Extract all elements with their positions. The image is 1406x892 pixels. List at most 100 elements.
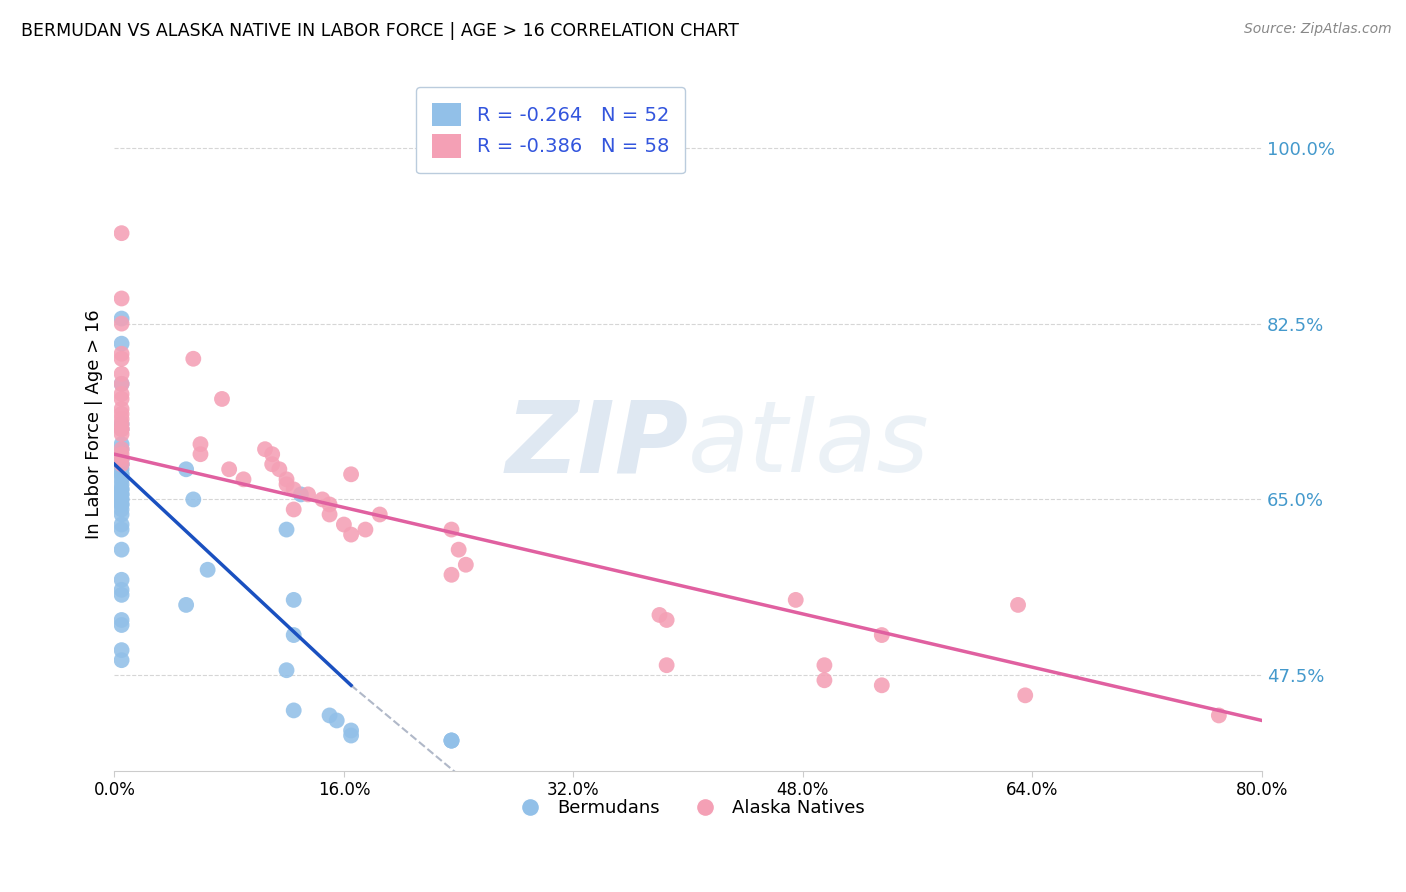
Point	[110, 367, 132, 381]
Point	[333, 517, 356, 532]
Point	[440, 567, 463, 582]
Point	[110, 483, 132, 497]
Point	[340, 729, 363, 743]
Point	[1007, 598, 1029, 612]
Point	[1208, 708, 1230, 723]
Point	[110, 477, 132, 491]
Point	[110, 573, 132, 587]
Point	[110, 643, 132, 657]
Point	[110, 618, 132, 632]
Point	[110, 492, 132, 507]
Point	[440, 733, 463, 747]
Point	[110, 412, 132, 426]
Point	[340, 527, 363, 541]
Point	[110, 422, 132, 436]
Point	[648, 607, 671, 622]
Point	[655, 613, 678, 627]
Point	[311, 492, 333, 507]
Point	[110, 376, 132, 391]
Point	[110, 467, 132, 482]
Point	[110, 417, 132, 431]
Point	[110, 508, 132, 522]
Point	[110, 427, 132, 442]
Point	[110, 523, 132, 537]
Point	[110, 492, 132, 507]
Point	[785, 593, 807, 607]
Point	[181, 351, 204, 366]
Point	[290, 487, 312, 501]
Point	[110, 317, 132, 331]
Point	[440, 733, 463, 747]
Point	[283, 628, 305, 642]
Point	[110, 653, 132, 667]
Point	[276, 523, 298, 537]
Point	[110, 387, 132, 401]
Point	[1014, 689, 1036, 703]
Point	[110, 402, 132, 417]
Point	[110, 472, 132, 486]
Point	[174, 462, 197, 476]
Point	[110, 502, 132, 516]
Point	[197, 563, 219, 577]
Point	[110, 336, 132, 351]
Point	[190, 447, 212, 461]
Point	[276, 472, 298, 486]
Point	[110, 462, 132, 476]
Point	[110, 422, 132, 436]
Point	[813, 673, 835, 688]
Point	[870, 678, 893, 692]
Point	[110, 457, 132, 471]
Point	[262, 447, 284, 461]
Point	[110, 311, 132, 326]
Point	[276, 477, 298, 491]
Point	[297, 487, 319, 501]
Point	[110, 582, 132, 597]
Point	[110, 457, 132, 471]
Point	[318, 498, 340, 512]
Point	[110, 483, 132, 497]
Point	[110, 392, 132, 406]
Y-axis label: In Labor Force | Age > 16: In Labor Force | Age > 16	[86, 310, 103, 539]
Point	[110, 347, 132, 361]
Point	[110, 487, 132, 501]
Point	[283, 502, 305, 516]
Point	[110, 542, 132, 557]
Point	[655, 658, 678, 673]
Point	[276, 663, 298, 677]
Point	[269, 462, 291, 476]
Point	[181, 492, 204, 507]
Point	[110, 452, 132, 467]
Point	[110, 498, 132, 512]
Point	[110, 292, 132, 306]
Point	[232, 472, 254, 486]
Point	[211, 392, 233, 406]
Point	[110, 452, 132, 467]
Point	[110, 422, 132, 436]
Point	[110, 442, 132, 457]
Text: Source: ZipAtlas.com: Source: ZipAtlas.com	[1244, 22, 1392, 37]
Point	[447, 542, 470, 557]
Text: atlas: atlas	[688, 396, 929, 493]
Point	[368, 508, 391, 522]
Point	[110, 588, 132, 602]
Point	[110, 447, 132, 461]
Point	[318, 708, 340, 723]
Point	[110, 407, 132, 421]
Point	[813, 658, 835, 673]
Point	[174, 598, 197, 612]
Point	[340, 467, 363, 482]
Point	[110, 417, 132, 431]
Point	[283, 483, 305, 497]
Point	[440, 523, 463, 537]
Point	[110, 457, 132, 471]
Point	[110, 613, 132, 627]
Point	[110, 226, 132, 240]
Point	[110, 487, 132, 501]
Point	[870, 628, 893, 642]
Point	[283, 593, 305, 607]
Text: BERMUDAN VS ALASKA NATIVE IN LABOR FORCE | AGE > 16 CORRELATION CHART: BERMUDAN VS ALASKA NATIVE IN LABOR FORCE…	[21, 22, 740, 40]
Point	[354, 523, 377, 537]
Point	[110, 376, 132, 391]
Point	[262, 457, 284, 471]
Point	[283, 703, 305, 717]
